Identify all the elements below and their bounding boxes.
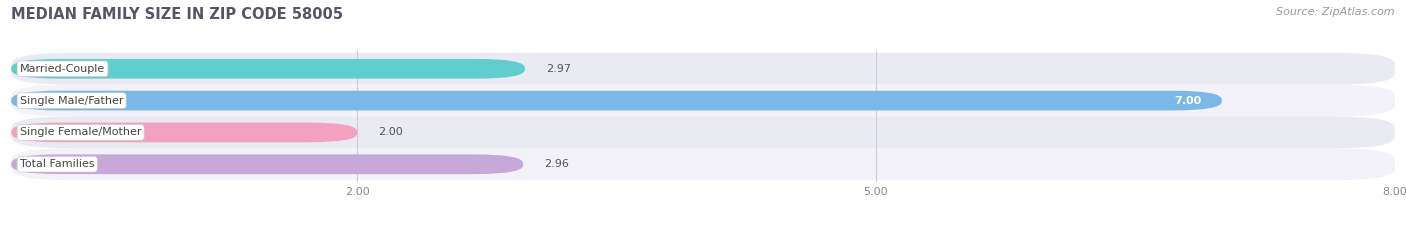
FancyBboxPatch shape [11,91,1222,110]
FancyBboxPatch shape [11,148,1395,180]
FancyBboxPatch shape [11,116,1395,148]
Text: 2.96: 2.96 [544,159,569,169]
Text: 2.97: 2.97 [546,64,571,74]
Text: Total Families: Total Families [20,159,94,169]
FancyBboxPatch shape [11,123,357,142]
FancyBboxPatch shape [11,59,524,79]
Text: Married-Couple: Married-Couple [20,64,105,74]
Text: MEDIAN FAMILY SIZE IN ZIP CODE 58005: MEDIAN FAMILY SIZE IN ZIP CODE 58005 [11,7,343,22]
Text: 2.00: 2.00 [378,127,402,137]
Text: Single Male/Father: Single Male/Father [20,96,124,106]
Text: Single Female/Mother: Single Female/Mother [20,127,142,137]
FancyBboxPatch shape [11,53,1395,85]
Text: 7.00: 7.00 [1174,96,1201,106]
FancyBboxPatch shape [11,154,523,174]
FancyBboxPatch shape [11,85,1395,116]
Text: Source: ZipAtlas.com: Source: ZipAtlas.com [1277,7,1395,17]
